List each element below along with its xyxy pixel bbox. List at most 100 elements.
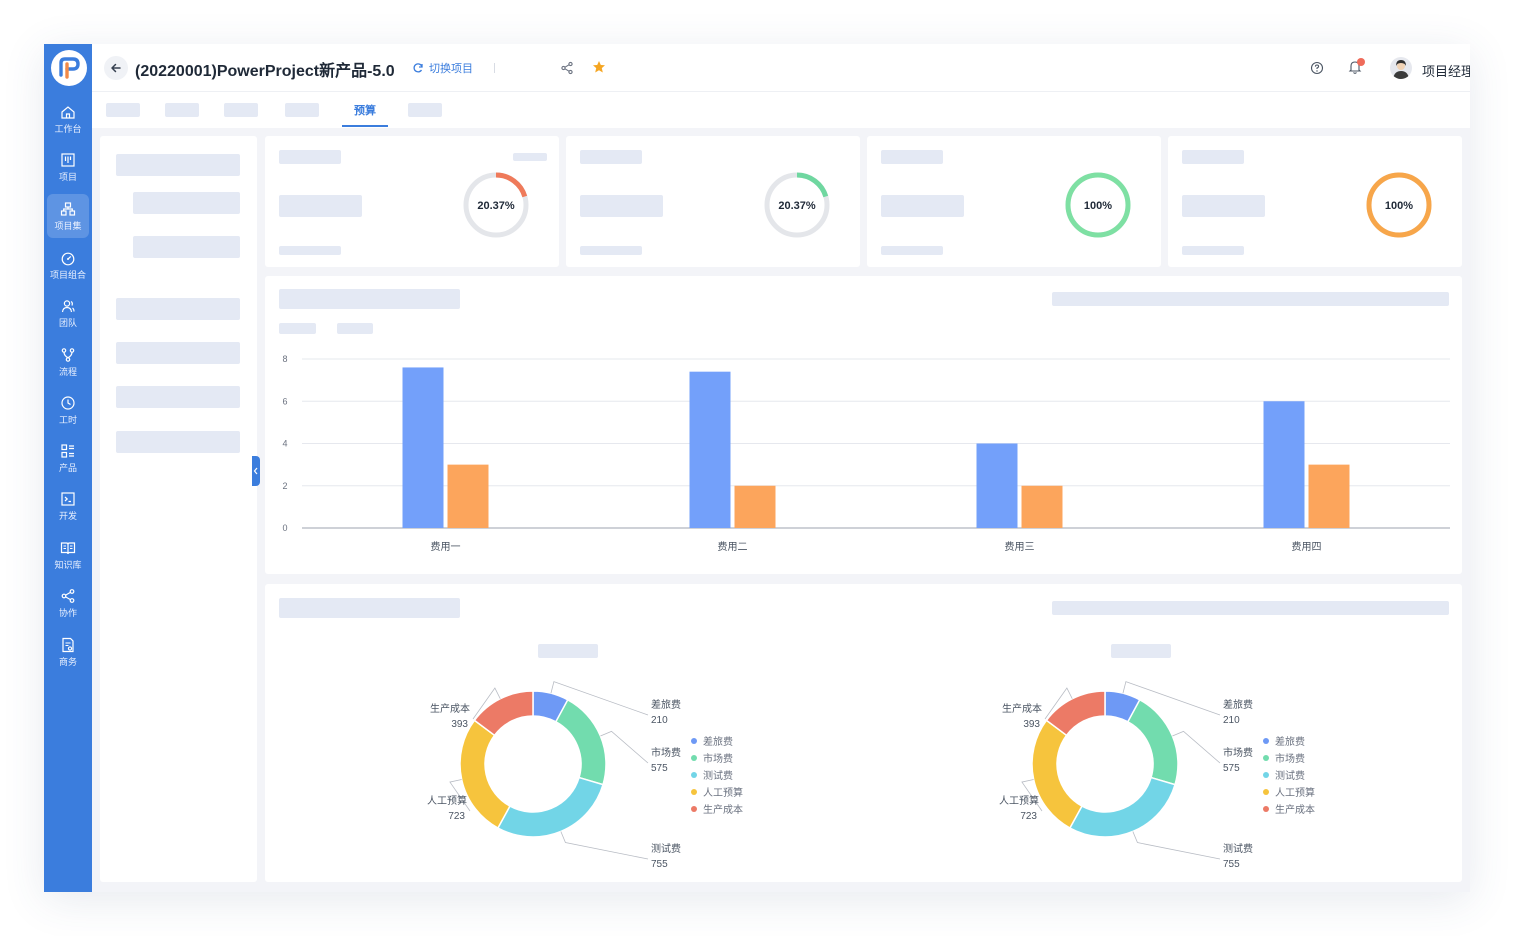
tab-placeholder[interactable] bbox=[224, 103, 258, 117]
legend-item[interactable]: 市场费 bbox=[691, 750, 733, 765]
collapse-panel-handle[interactable] bbox=[252, 456, 260, 486]
avatar[interactable] bbox=[1390, 57, 1412, 79]
bar-1-1[interactable] bbox=[734, 485, 776, 528]
bar-chart: 0 2 4 6 8 费用一 费用二 费用三 费用四 bbox=[282, 354, 1450, 553]
pie-title-placeholder bbox=[538, 644, 598, 658]
legend-item[interactable]: 测试费 bbox=[1263, 767, 1305, 782]
legend-item[interactable]: 差旅费 bbox=[691, 733, 733, 748]
leader-line bbox=[1132, 831, 1221, 860]
sidebar-item-0[interactable]: 工作台 bbox=[47, 97, 89, 141]
help-icon[interactable] bbox=[1310, 61, 1324, 75]
legend-item[interactable]: 人工预算 bbox=[691, 784, 743, 799]
leader-line bbox=[600, 730, 649, 764]
panel-filter-placeholder[interactable] bbox=[1052, 601, 1449, 615]
kpi-card[interactable]: 100% bbox=[867, 136, 1161, 267]
bell-icon[interactable] bbox=[1348, 59, 1362, 75]
donut-slice-3[interactable] bbox=[459, 719, 511, 830]
app-logo[interactable] bbox=[51, 50, 87, 86]
slice-value: 393 bbox=[451, 719, 468, 730]
bar-1-0[interactable] bbox=[689, 371, 731, 528]
legend-swatch bbox=[691, 754, 697, 761]
switch-project-button[interactable]: 切换项目 bbox=[412, 60, 473, 76]
legend-swatch bbox=[1263, 737, 1269, 744]
kpi-card[interactable]: 20.37% bbox=[566, 136, 860, 267]
kpi-card[interactable]: 100% bbox=[1168, 136, 1462, 267]
legend-item[interactable]: 生产成本 bbox=[1263, 801, 1315, 816]
tree-node-placeholder[interactable] bbox=[133, 192, 240, 214]
kpi-extra-placeholder bbox=[513, 153, 547, 161]
kpi-progress-ring: 20.37% bbox=[463, 172, 529, 238]
tab-placeholder[interactable] bbox=[408, 103, 442, 117]
leader-line bbox=[1122, 681, 1221, 716]
legend-item[interactable]: 测试费 bbox=[691, 767, 733, 782]
star-icon[interactable] bbox=[592, 60, 606, 74]
tree-node-placeholder[interactable] bbox=[133, 236, 240, 258]
kpi-title-placeholder bbox=[580, 150, 642, 164]
x-category-label: 费用三 bbox=[1005, 540, 1035, 553]
legend-item[interactable]: 市场费 bbox=[1263, 750, 1305, 765]
slice-value: 393 bbox=[1023, 719, 1040, 730]
donut-slice-1[interactable] bbox=[554, 698, 607, 786]
slice-value: 723 bbox=[448, 811, 465, 822]
sidebar-item-1[interactable]: 项目 bbox=[47, 145, 89, 189]
sidebar-item-7[interactable]: 产品 bbox=[47, 436, 89, 480]
bar-0-0[interactable] bbox=[402, 367, 444, 528]
kpi-progress-ring: 100% bbox=[1065, 172, 1131, 238]
slice-label: 测试费 bbox=[651, 842, 681, 855]
donut-slice-1[interactable] bbox=[1126, 698, 1179, 786]
book-icon bbox=[60, 541, 76, 554]
user-name[interactable]: 项目经理 PM bbox=[1422, 64, 1470, 79]
flow-icon bbox=[61, 347, 75, 362]
leader-line bbox=[550, 681, 649, 716]
tree-node-placeholder[interactable] bbox=[116, 154, 240, 176]
pie-title-placeholder bbox=[1111, 644, 1171, 658]
sidebar-item-11[interactable]: 商务 bbox=[47, 630, 89, 674]
slice-label: 差旅费 bbox=[1223, 698, 1253, 711]
tab-placeholder[interactable] bbox=[285, 103, 319, 117]
bar-3-0[interactable] bbox=[1263, 401, 1305, 528]
donut-slice-4[interactable] bbox=[1045, 690, 1106, 737]
tree-node-placeholder[interactable] bbox=[116, 386, 240, 408]
bar-2-1[interactable] bbox=[1021, 485, 1063, 528]
legend-item[interactable]: 差旅费 bbox=[1263, 733, 1305, 748]
back-button[interactable] bbox=[104, 56, 128, 80]
tree-node-placeholder[interactable] bbox=[116, 298, 240, 320]
sidebar-item-4[interactable]: 团队 bbox=[47, 291, 89, 335]
donut-chart-2: 差旅费 210 市场费 575 测试费 755 人工预算 723 生产成本 393 bbox=[999, 681, 1253, 870]
legend-label: 测试费 bbox=[1275, 771, 1305, 782]
legend-placeholder[interactable] bbox=[337, 323, 373, 334]
legend-item[interactable]: 生产成本 bbox=[691, 801, 743, 816]
legend-placeholder[interactable] bbox=[279, 323, 316, 334]
tab-budget[interactable]: 预算 bbox=[354, 105, 376, 117]
donut-slice-3[interactable] bbox=[1031, 719, 1083, 830]
chevron-left-icon bbox=[253, 467, 258, 475]
donut-slice-4[interactable] bbox=[473, 690, 534, 737]
y-tick-label: 0 bbox=[282, 523, 287, 533]
sidebar-item-3[interactable]: 项目组合 bbox=[47, 243, 89, 287]
sidebar-item-6[interactable]: 工时 bbox=[47, 388, 89, 432]
legend-swatch bbox=[691, 737, 697, 744]
sidebar-item-10[interactable]: 协作 bbox=[47, 581, 89, 625]
sidebar-item-9[interactable]: 知识库 bbox=[47, 533, 89, 577]
kpi-card[interactable]: 20.37% bbox=[265, 136, 559, 267]
sidebar-item-2[interactable]: 项目集 bbox=[47, 194, 89, 238]
legend-item[interactable]: 人工预算 bbox=[1263, 784, 1315, 799]
bar-2-0[interactable] bbox=[976, 443, 1018, 529]
bar-0-1[interactable] bbox=[447, 464, 489, 528]
kpi-title-placeholder bbox=[881, 150, 943, 164]
sidebar-item-label: 项目集 bbox=[54, 220, 82, 231]
sidebar-item-8[interactable]: 开发 bbox=[47, 484, 89, 528]
panel-filter-placeholder[interactable] bbox=[1052, 292, 1449, 306]
tree-node-placeholder[interactable] bbox=[116, 342, 240, 364]
slice-label: 生产成本 bbox=[430, 702, 470, 715]
share-icon[interactable] bbox=[560, 61, 574, 75]
donut-slice-2[interactable] bbox=[496, 776, 604, 838]
kpi-percent-label: 20.37% bbox=[778, 200, 816, 212]
tab-placeholder[interactable] bbox=[165, 103, 199, 117]
bar-3-1[interactable] bbox=[1308, 464, 1350, 528]
tree-node-placeholder[interactable] bbox=[116, 431, 240, 453]
donut-slice-2[interactable] bbox=[1068, 776, 1176, 838]
tab-placeholder[interactable] bbox=[106, 103, 140, 117]
legend-label: 测试费 bbox=[703, 771, 733, 782]
sidebar-item-5[interactable]: 流程 bbox=[47, 340, 89, 384]
